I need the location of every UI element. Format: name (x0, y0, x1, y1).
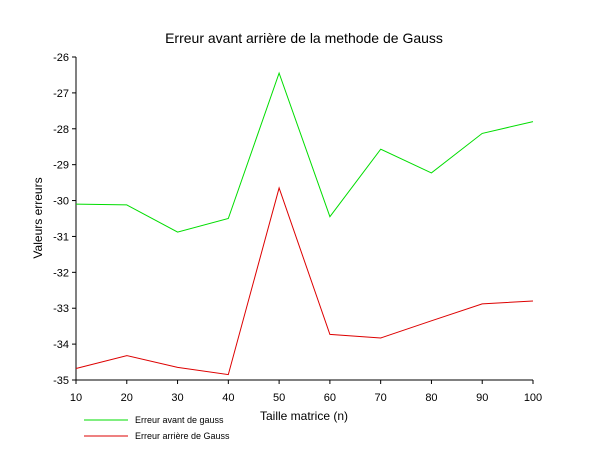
y-tick-label: -27 (53, 88, 69, 100)
x-tick-label: 70 (375, 392, 387, 404)
y-tick-label: -29 (53, 160, 69, 172)
legend: Erreur avant de gauss Erreur arrière de G… (84, 415, 230, 441)
chart-title: Erreur avant arrière de la methode de Ga… (165, 30, 443, 46)
series-line-2 (75, 186, 534, 376)
y-tick-label: -35 (53, 375, 69, 387)
x-tick-label: 30 (171, 392, 183, 404)
x-tick-label: 60 (324, 392, 336, 404)
x-tick-label: 100 (524, 392, 542, 404)
axes (75, 57, 533, 381)
x-tick-label: 20 (121, 392, 133, 404)
x-tick-label: 80 (425, 392, 437, 404)
x-tick-label: 50 (273, 392, 285, 404)
y-tick-label: -30 (53, 196, 69, 208)
legend-label-2: Erreur arrière de Gauss (135, 431, 230, 441)
y-tick-label: -31 (53, 231, 69, 243)
x-axis-title: Taille matrice (n) (260, 409, 348, 423)
y-tick-label: -26 (53, 52, 69, 64)
y-tick-label: -33 (53, 303, 69, 315)
y-tick-label: -34 (53, 339, 69, 351)
y-axis-title: Valeurs erreurs (31, 177, 45, 258)
y-tick-label: -28 (53, 124, 69, 136)
y-tick-label: -32 (53, 267, 69, 279)
x-ticks: 10 20 30 40 50 60 70 80 90 100 (70, 380, 542, 404)
x-tick-label: 90 (476, 392, 488, 404)
series-line-1 (75, 71, 534, 233)
x-tick-label: 10 (70, 392, 82, 404)
x-tick-label: 40 (222, 392, 234, 404)
y-ticks: -26 -27 -28 -29 -30 -31 -32 -33 -34 -35 (53, 52, 76, 387)
legend-label-1: Erreur avant de gauss (135, 415, 224, 425)
series-layer (75, 71, 534, 376)
